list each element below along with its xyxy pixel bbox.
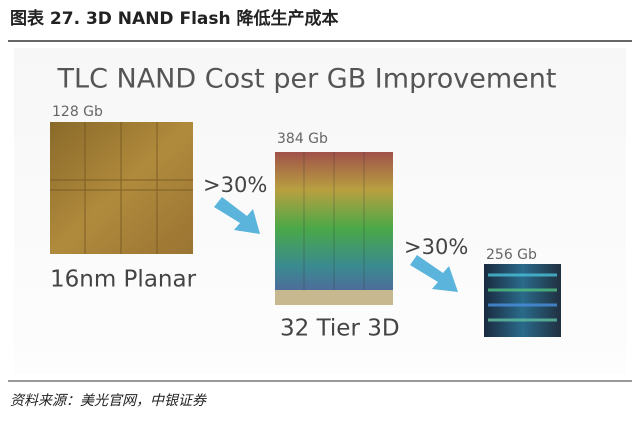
arrow [410, 255, 458, 292]
die-capacity: 128 Gb [52, 104, 103, 120]
die-capacity: 384 Gb [277, 131, 328, 147]
die-capacity: 256 Gb [486, 247, 537, 263]
die-pattern [488, 273, 557, 322]
arrow-label: >30% [404, 235, 468, 259]
header-title: 图表 27. 3D NAND Flash 降低生产成本 [10, 8, 339, 29]
die-pattern [275, 290, 393, 305]
figure-title: TLC NAND Cost per GB Improvement [57, 64, 557, 95]
arrow-label: >30% [203, 173, 267, 197]
arrow [214, 197, 260, 234]
die-pattern [50, 122, 193, 254]
die-label: 32 Tier 3D [280, 316, 400, 342]
die-image [275, 152, 393, 305]
die-label: 16nm Planar [50, 267, 197, 293]
die-pattern [303, 152, 365, 290]
source: 资料来源：美光官网，中银证券 [10, 393, 207, 409]
